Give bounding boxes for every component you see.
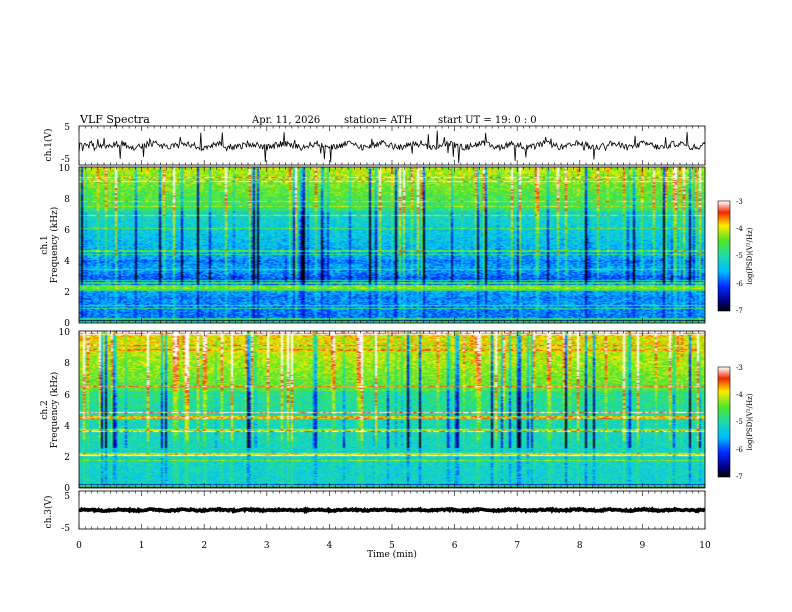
ch1-ytick-4: 4: [64, 257, 70, 267]
ch2-spectrogram-image: [79, 331, 705, 488]
ch2-spectrogram-ylabel-frequency: Frequency (kHz): [49, 372, 60, 449]
x-tick-label: 1: [139, 541, 145, 551]
ch3-waveform-trace: [78, 506, 706, 515]
ch1-ytick-10: 10: [59, 164, 71, 174]
ch1-ytick-top: 5: [64, 123, 70, 133]
x-tick-label: 7: [514, 541, 520, 551]
ch2-ytick-6: 6: [64, 391, 70, 401]
ch1-cb-tick-4: -4: [736, 225, 743, 233]
ch3-ytick-bottom: -5: [61, 524, 70, 534]
header-date: Apr. 11, 2026: [251, 115, 320, 126]
ch2-spectrogram-ticks: [78, 331, 706, 488]
ch2-colorbar-gradient: [718, 367, 730, 477]
ch2-cb-tick-4: -4: [736, 391, 743, 399]
x-tick-label: 9: [640, 541, 646, 551]
ch1-spectrogram-ticks: [78, 167, 706, 323]
ch2-cb-tick-3: -3: [736, 364, 743, 372]
ch2-ytick-8: 8: [64, 359, 70, 369]
ch1-spectrogram-ylabel-channel: ch.1: [40, 235, 50, 254]
ch1-cb-tick-3: -3: [736, 198, 743, 206]
ch1-spectrogram-panel: 10 8 6 4 2 0 ch.1 Frequency (kHz): [40, 164, 706, 329]
ch1-colorbar-gradient: [718, 201, 730, 311]
ch3-ytick-top: 5: [64, 492, 70, 502]
x-tick-labels: 0 1 2 3 4 5 6 7 8 9 10: [76, 541, 711, 551]
ch1-spectrogram-image: [79, 167, 705, 323]
ch1-ytick-bottom: -5: [61, 155, 70, 165]
ch2-colorbar: -3 -4 -5 -6 -7 log(PSD)(V²/Hz): [717, 364, 754, 481]
header-start-time: start UT = 19: 0 : 0: [438, 115, 537, 126]
ch1-waveform-panel: 5 -5 ch.1(V): [43, 123, 706, 166]
figure-title: VLF Spectra: [79, 113, 150, 126]
ch1-cb-tick-5: -5: [736, 252, 743, 260]
ch1-waveform-trace: [78, 130, 706, 164]
ch1-colorbar-label: log(PSD)(V²/Hz): [746, 227, 754, 284]
ch2-colorbar-label: log(PSD)(V²/Hz): [746, 393, 754, 450]
x-tick-label: 4: [327, 541, 333, 551]
ch3-waveform-ticks: [78, 491, 706, 529]
x-tick-label: 5: [389, 541, 395, 551]
ch2-spectrogram-panel: 10 8 6 4 2 0 ch.2 Frequency (kHz): [40, 328, 706, 494]
ch1-cb-tick-7: -7: [736, 307, 743, 315]
ch2-ytick-2: 2: [64, 453, 70, 463]
ch2-cb-tick-6: -6: [736, 446, 743, 454]
ch2-ytick-10: 10: [59, 328, 71, 338]
x-axis-label: Time (min): [367, 549, 417, 560]
ch1-colorbar-frame: [717, 200, 731, 312]
ch1-ytick-8: 8: [64, 195, 70, 205]
ch1-waveform-line: [78, 130, 706, 164]
ch2-ytick-4: 4: [64, 422, 70, 432]
ch1-waveform-ticks: [78, 126, 706, 165]
x-tick-label: 3: [264, 541, 270, 551]
ch2-cb-tick-5: -5: [736, 418, 743, 426]
ch3-waveform-panel: 5 -5 ch.3(V): [43, 490, 706, 534]
ch2-ytick-labels: 10 8 6 4 2 0: [59, 328, 71, 494]
ch3-waveform-line: [78, 506, 706, 515]
ch2-spectrogram-ylabel-channel: ch.2: [40, 400, 50, 419]
ch1-colorbar: -3 -4 -5 -6 -7 log(PSD)(V²/Hz): [717, 198, 754, 315]
x-tick-label: 10: [699, 541, 711, 551]
ch1-cb-tick-6: -6: [736, 280, 743, 288]
ch1-ytick-2: 2: [64, 288, 70, 298]
ch1-spectrogram-ylabel-frequency: Frequency (kHz): [49, 207, 60, 284]
ch1-ytick-labels: 10 8 6 4 2 0: [59, 164, 71, 329]
x-axis: 0 1 2 3 4 5 6 7 8 9 10 Time (min): [76, 541, 711, 560]
x-tick-label: 6: [452, 541, 458, 551]
x-tick-label: 2: [201, 541, 207, 551]
ch1-ytick-0: 0: [64, 319, 70, 329]
x-tick-label: 0: [76, 541, 82, 551]
ch2-ytick-0: 0: [64, 484, 70, 494]
ch2-colorbar-frame: [717, 366, 731, 478]
x-tick-label: 8: [577, 541, 583, 551]
ch2-cb-tick-7: -7: [736, 473, 743, 481]
ch1-waveform-ylabel: ch.1(V): [43, 129, 54, 162]
header-station: station= ATH: [344, 115, 413, 126]
ch1-ytick-6: 6: [64, 226, 70, 236]
ch3-waveform-ylabel: ch.3(V): [43, 496, 54, 529]
